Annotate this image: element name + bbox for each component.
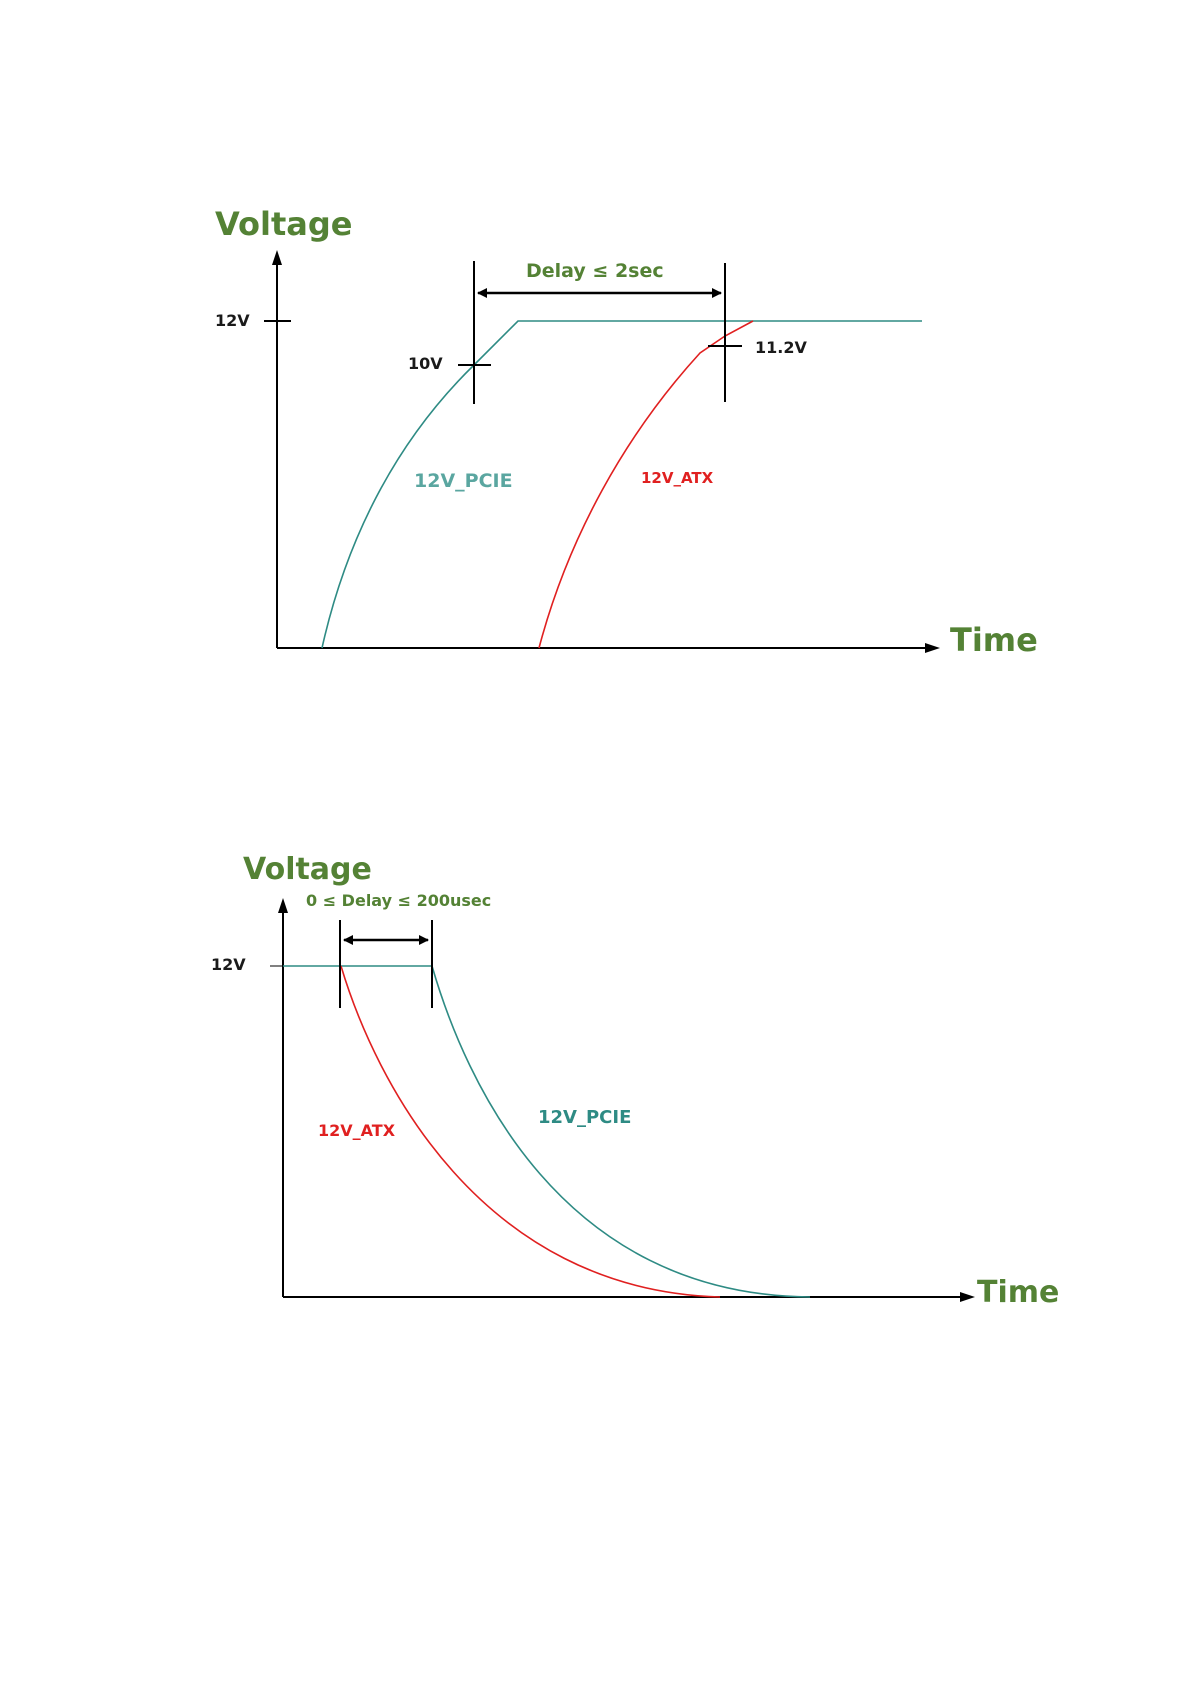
pcie-label: 12V_PCIE — [414, 470, 513, 492]
pcie-curve — [283, 965, 811, 1298]
delay-label: 0 ≤ Delay ≤ 200usec — [306, 891, 491, 910]
v12-label: 12V — [211, 955, 246, 974]
y-axis-title: Voltage — [215, 205, 352, 243]
pcie-curve — [321, 320, 922, 649]
x-axis-arrowhead — [925, 643, 940, 653]
atx-label: 12V_ATX — [318, 1121, 396, 1140]
y-axis-arrowhead — [278, 898, 288, 913]
x-axis-arrowhead — [960, 1292, 975, 1302]
atx-curve — [538, 320, 754, 649]
x-axis-title: Time — [977, 1275, 1059, 1310]
v112-label: 11.2V — [755, 338, 807, 357]
y-axis-arrowhead — [272, 250, 282, 265]
power-up-diagram: Voltage Time 12V 10V 11.2V Delay ≤ 2sec … — [215, 205, 1038, 659]
delay-label: Delay ≤ 2sec — [526, 260, 664, 282]
atx-label: 12V_ATX — [641, 469, 714, 487]
v10-label: 10V — [408, 354, 443, 373]
pcie-label: 12V_PCIE — [538, 1107, 631, 1128]
atx-curve — [340, 965, 721, 1298]
y-axis-title: Voltage — [243, 852, 372, 887]
x-axis-title: Time — [950, 621, 1038, 659]
power-down-diagram: Voltage Time 12V 0 ≤ Delay ≤ 200usec 12V… — [211, 852, 1059, 1310]
v12-label: 12V — [215, 311, 250, 330]
